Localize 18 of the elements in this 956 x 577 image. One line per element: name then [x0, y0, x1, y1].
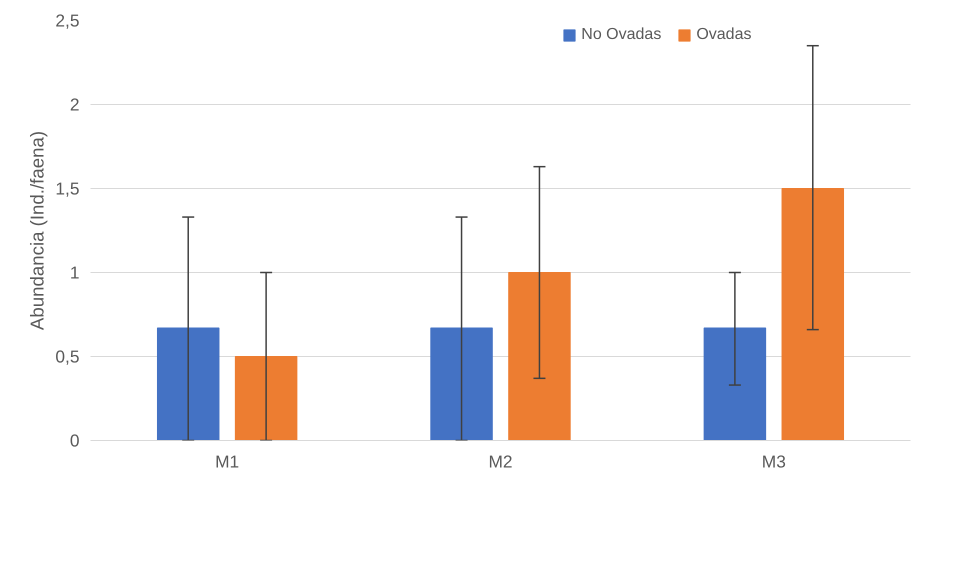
x-tick-label: M2: [488, 452, 513, 472]
bar: [430, 327, 493, 440]
bar: [234, 356, 298, 440]
y-tick-label: 1,5: [55, 178, 80, 198]
bar: [508, 272, 571, 440]
bar: [704, 327, 766, 440]
bar: [782, 188, 844, 440]
y-tick-label: 2: [70, 94, 80, 114]
y-tick-label: 0: [70, 430, 80, 450]
legend-label: No Ovadas: [581, 26, 662, 44]
bar: [156, 327, 220, 440]
y-axis-title: Abundancia (Ind./faena): [26, 130, 48, 330]
x-tick-label: M1: [215, 452, 240, 472]
x-tick-label: M3: [762, 452, 786, 472]
y-tick-label: 0,5: [55, 346, 80, 366]
y-tick-label: 2,5: [55, 10, 80, 30]
legend-label: Ovadas: [696, 26, 752, 44]
y-tick-label: 1: [70, 262, 80, 282]
